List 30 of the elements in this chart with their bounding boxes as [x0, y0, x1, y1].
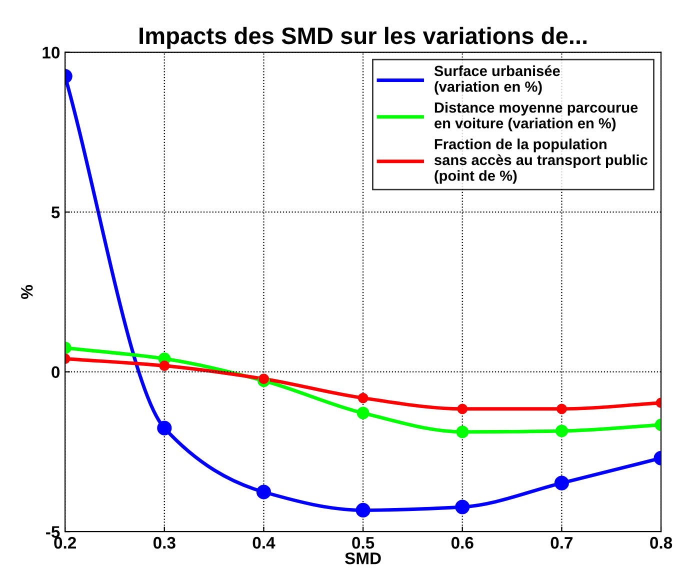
x-tick-label: 0.6: [451, 536, 474, 549]
y-tick-label: -5: [46, 526, 60, 538]
point: [159, 360, 170, 371]
x-tick-label: 0.8: [650, 536, 672, 549]
x-tick-label: 0.3: [153, 536, 176, 549]
point: [258, 374, 269, 384]
y-axis-title: %: [21, 284, 33, 299]
x-tick-label: 0.7: [550, 536, 573, 549]
legend-label: Fraction de la population sans accès au transport public (point de %): [434, 138, 648, 184]
point: [157, 420, 172, 436]
legend-label: Surface urbanisée (variation en %): [434, 65, 560, 95]
chart-title: Impacts des SMD sur les variations de...: [140, 26, 586, 49]
y-tick-label: 0: [52, 366, 60, 378]
x-tick-label: 0.2: [54, 536, 76, 549]
x-tick-label: 0.4: [252, 536, 276, 549]
x-tick-label: 0.5: [352, 536, 374, 549]
point: [356, 406, 370, 420]
point: [456, 426, 469, 438]
point: [256, 484, 272, 500]
point: [554, 476, 569, 490]
point: [356, 502, 370, 518]
point: [457, 404, 468, 414]
y-tick-label: 10: [42, 46, 60, 58]
point: [455, 500, 470, 514]
point: [555, 424, 568, 438]
point: [556, 404, 567, 414]
x-axis-title: SMD: [345, 552, 381, 564]
y-tick-label: 5: [51, 206, 60, 218]
point: [358, 392, 368, 404]
legend-label: Distance moyenne parcourue en voiture (variation en %): [434, 102, 638, 132]
